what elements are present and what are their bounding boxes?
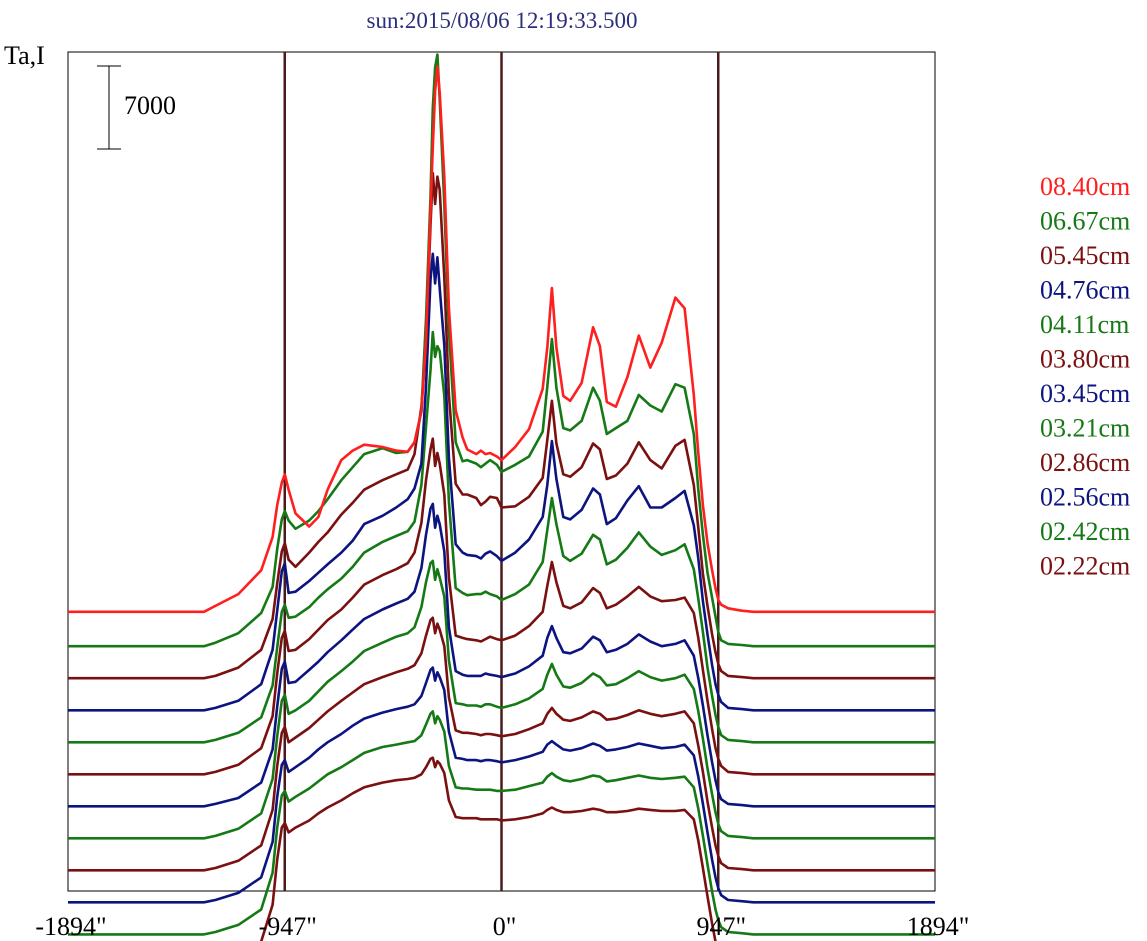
x-tick-label: -1894" (35, 912, 106, 941)
y-axis-label: Ta,I (4, 41, 45, 70)
series-line-06.67cm (68, 53, 935, 648)
scale-bar: 7000 (97, 65, 176, 150)
series-line-03.45cm (68, 502, 935, 808)
legend-item-02.86cm: 02.86cm (1040, 448, 1130, 477)
x-tick-label: 0" (493, 912, 517, 941)
legend-item-05.45cm: 05.45cm (1040, 241, 1130, 270)
x-tick-labels: -1894" -947" 0" 947" 1894" (35, 912, 969, 941)
series-line-04.11cm (68, 330, 935, 744)
scale-bar-label: 7000 (124, 91, 176, 120)
legend-item-02.22cm: 02.22cm (1040, 552, 1130, 581)
legend: 08.40cm 06.67cm 05.45cm 04.76cm 04.11cm 03.80… (1040, 172, 1130, 581)
legend-item-06.67cm: 06.67cm (1040, 207, 1130, 236)
series-line-05.45cm (68, 171, 935, 680)
series-line-03.21cm (68, 559, 935, 840)
legend-item-02.42cm: 02.42cm (1040, 517, 1130, 546)
x-tick-label: 947" (696, 912, 746, 941)
legend-item-03.80cm: 03.80cm (1040, 345, 1130, 374)
series-line-03.80cm (68, 437, 935, 776)
series-line-02.22cm (259, 756, 717, 941)
series-lines (68, 53, 935, 941)
series-line-02.56cm (68, 666, 935, 904)
series-line-04.76cm (68, 252, 935, 712)
legend-item-04.11cm: 04.11cm (1040, 310, 1129, 339)
x-tick-label: -947" (259, 912, 317, 941)
series-line-08.40cm (68, 65, 935, 614)
x-tick-label: 1894" (907, 912, 970, 941)
series-line-02.42cm (68, 710, 935, 936)
legend-item-03.45cm: 03.45cm (1040, 379, 1130, 408)
legend-item-08.40cm: 08.40cm (1040, 172, 1130, 201)
chart-title: sun:2015/08/06 12:19:33.500 (367, 8, 638, 33)
legend-item-04.76cm: 04.76cm (1040, 276, 1130, 305)
legend-item-03.21cm: 03.21cm (1040, 414, 1130, 443)
legend-item-02.56cm: 02.56cm (1040, 483, 1130, 512)
series-line-02.86cm (68, 616, 935, 872)
